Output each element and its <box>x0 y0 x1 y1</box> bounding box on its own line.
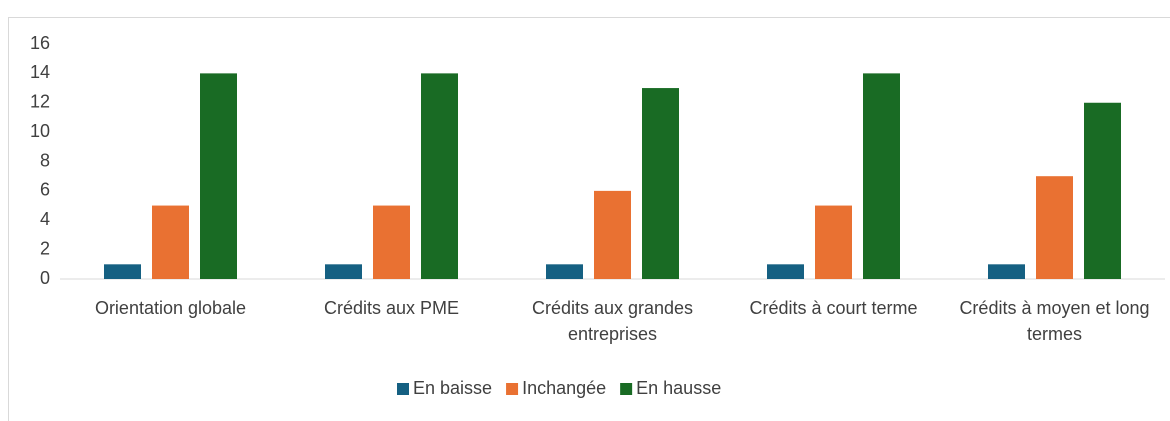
y-tick-label: 14 <box>30 62 50 82</box>
x-tick-label: Crédits à moyen et long termes <box>959 298 1150 344</box>
x-tick-label: Crédits à court terme <box>749 298 918 318</box>
bar <box>104 264 141 279</box>
y-tick-label: 2 <box>40 238 50 258</box>
bar <box>546 264 583 279</box>
legend-swatch <box>506 383 519 395</box>
bar <box>988 264 1025 279</box>
legend-label: Inchangée <box>522 378 606 398</box>
x-tick-label: Crédits aux grandes entreprises <box>531 298 694 344</box>
legend-label: En hausse <box>636 378 721 398</box>
legend-swatch <box>397 383 409 395</box>
bar <box>200 73 237 279</box>
bar <box>863 73 900 279</box>
bar <box>642 88 679 279</box>
bar <box>594 190 631 279</box>
y-tick-label: 6 <box>40 180 50 200</box>
bar <box>325 264 362 279</box>
bar <box>767 264 804 279</box>
chart-border <box>8 17 1170 421</box>
bar <box>1084 102 1121 279</box>
y-tick-label: 16 <box>30 33 50 53</box>
bar <box>373 205 410 279</box>
bar <box>815 205 852 279</box>
bar <box>1036 176 1073 279</box>
x-tick-label: Crédits aux PME <box>323 298 460 318</box>
x-tick-label: Orientation globale <box>94 298 247 318</box>
bar <box>421 73 458 279</box>
y-tick-label: 10 <box>30 121 50 141</box>
y-tick-label: 4 <box>40 209 50 229</box>
y-tick-label: 8 <box>40 150 50 170</box>
legend-label: En baisse <box>413 378 492 398</box>
legend-swatch <box>620 383 633 395</box>
y-tick-label: 12 <box>30 92 50 112</box>
y-tick-label: 0 <box>40 268 50 288</box>
bar <box>152 205 189 279</box>
